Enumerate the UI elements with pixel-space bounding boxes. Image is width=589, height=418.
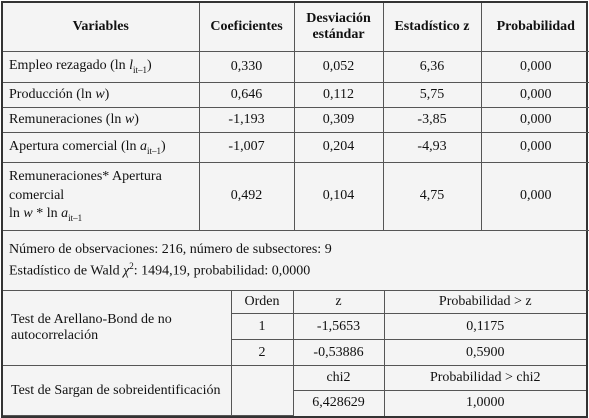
text: l — [129, 58, 134, 74]
header-cell: Variables — [3, 3, 200, 52]
variable-cell: Remuneraciones (ln w) — [3, 106, 200, 133]
text: ) — [147, 58, 152, 74]
text: Estadístico de Wald — [9, 263, 124, 279]
value-cell: -1,193 — [198, 106, 295, 133]
text: : 1494,19, probabilidad: 0,0000 — [133, 263, 311, 279]
value-cell: 0,1175 — [383, 313, 586, 340]
text: 2 — [129, 260, 134, 271]
tests-table: Test de Arellano-Bond de no autocorrelac… — [3, 290, 586, 416]
value-cell: 1,0000 — [383, 390, 586, 416]
value-cell: 5,75 — [382, 81, 482, 108]
text: ) — [161, 138, 166, 154]
text: it–1 — [147, 145, 162, 156]
text: ) — [104, 86, 110, 102]
value-cell: 4,75 — [382, 161, 482, 231]
value-cell: 0,000 — [480, 81, 589, 108]
text: χ — [123, 263, 130, 279]
text: Remuneraciones* Apertura comercial — [9, 168, 162, 203]
text: it–1 — [68, 213, 83, 224]
text: ) — [134, 111, 139, 127]
variable-cell: Producción (ln w) — [3, 81, 200, 108]
value-cell: 0,5900 — [383, 339, 586, 366]
text: w — [23, 206, 33, 222]
header-cell: Probabilidad > z — [383, 290, 586, 314]
value-cell: -4,93 — [382, 131, 482, 163]
text: w — [95, 86, 105, 102]
text: a — [61, 206, 69, 222]
text: Empleo rezagado (ln — [9, 58, 130, 74]
header-cell: Coeficientes — [198, 3, 295, 52]
notes-cell: Número de observaciones: 216, número de … — [3, 229, 589, 291]
value-cell: 6,428629 — [293, 390, 385, 416]
value-cell: 6,36 — [382, 50, 482, 83]
text: it–1 — [133, 64, 148, 75]
text: Remuneraciones (ln — [9, 111, 125, 127]
value-cell: -1,5653 — [292, 313, 385, 340]
text: ln — [9, 206, 24, 222]
header-cell: z — [292, 290, 385, 314]
header-cell: Estadístico z — [382, 3, 482, 52]
header-cell: Desviación estándar — [293, 3, 384, 52]
header-cell: chi2 — [292, 365, 385, 391]
variable-cell: Remuneraciones* Apertura comercial ln w *… — [3, 161, 200, 231]
test-label: Test de Arellano-Bond de no autocorrelac… — [3, 290, 232, 366]
value-cell: 0,492 — [198, 161, 295, 231]
value-cell: 0,204 — [293, 131, 384, 163]
value-cell: 0,052 — [293, 50, 384, 83]
empty-cell — [230, 365, 294, 416]
text: w — [124, 111, 135, 127]
value-cell: -1,007 — [198, 131, 295, 163]
value-cell: 0,309 — [293, 106, 384, 133]
variable-cell: Empleo rezagado (ln lit–1) — [3, 50, 200, 83]
coefficients-table: Variables Coeficientes Desviación estánd… — [3, 3, 589, 291]
text: Apertura comercial (ln — [9, 138, 140, 154]
text: * ln — [32, 206, 62, 222]
value-cell: 0,112 — [293, 81, 384, 108]
value-cell: 0,330 — [198, 50, 295, 83]
value-cell: 0,000 — [480, 50, 589, 83]
value-cell: 0,000 — [480, 106, 589, 133]
value-cell: -0,53886 — [292, 339, 385, 366]
note: Número de observaciones: 216, número de … — [9, 241, 332, 257]
value-cell: 0,646 — [198, 81, 295, 108]
value-cell: 0,104 — [293, 161, 384, 231]
variable-cell: Apertura comercial (ln ait–1) — [3, 131, 200, 163]
text: a — [140, 138, 147, 154]
value-cell: 2 — [231, 339, 294, 366]
value-cell: 0,000 — [480, 161, 589, 231]
text: Producción (ln — [9, 86, 96, 102]
test-label: Test de Sargan de sobreidentificación — [3, 365, 232, 416]
value-cell: 0,000 — [480, 131, 589, 163]
value-cell: -3,85 — [382, 106, 482, 133]
value-cell: 1 — [231, 313, 294, 340]
header-cell: Orden — [230, 290, 294, 314]
header-cell: Probabilidad — [480, 3, 589, 52]
header-cell: Probabilidad > chi2 — [383, 365, 586, 391]
